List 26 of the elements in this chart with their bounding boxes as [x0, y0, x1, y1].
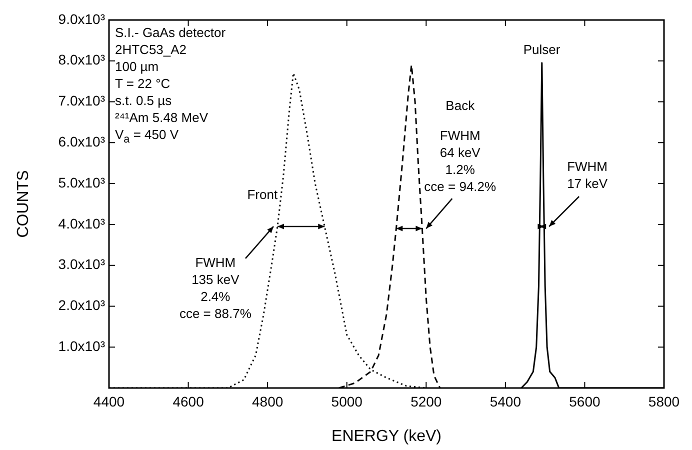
y-tick-label: 1.0x10³ [58, 338, 106, 354]
y-tick-label: 4.0x10³ [58, 215, 106, 232]
x-axis-title: ENERGY (keV) [332, 428, 442, 445]
x-tick-label: 5000 [331, 393, 363, 410]
y-tick-label: 6.0x10³ [58, 134, 106, 150]
y-tick-label: 7.0x10³ [58, 92, 106, 109]
y-tick-label: 5.0x10³ [58, 174, 106, 190]
x-tick-label: 4400 [93, 393, 125, 410]
annotation: FWHM 135 keV 2.4% cce = 88.7% [179, 254, 252, 322]
annotation: FWHM 17 keV [567, 158, 608, 192]
annotation: FWHM 64 keV 1.2% cce = 94.2% [424, 126, 496, 195]
y-tick-label: 9.0x10³ [58, 10, 106, 27]
text: Back [446, 96, 475, 114]
x-tick-label: 5400 [490, 393, 522, 410]
y-tick-label: 8.0x10³ [58, 52, 106, 68]
y-tick-label: 2.0x10³ [58, 297, 106, 314]
x-tick-label: 5600 [569, 393, 600, 410]
series-label: Pulser [523, 40, 560, 58]
x-tick-label: 4800 [252, 393, 284, 410]
x-tick-label: 4600 [172, 393, 204, 410]
y-tick-label: 3.0x10³ [58, 256, 106, 272]
text: S.I.- GaAs detector 2HTC53_A2 100 µm T = 22 °C s.t. 0.5 µs ²⁴¹Am 5.48 MeV V$_{a}$ = 450 V [115, 25, 226, 146]
x-tick-label: 5800 [648, 393, 680, 410]
x-tick-label: 5200 [410, 393, 442, 410]
series-label: Front [247, 186, 278, 204]
y-axis-title: COUNTS [15, 170, 32, 238]
